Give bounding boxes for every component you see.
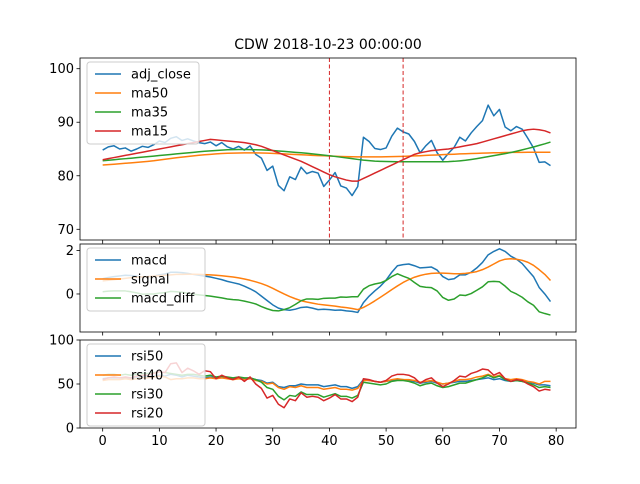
y-tick-label: 2 xyxy=(66,244,74,259)
legend: adj_close ma50 ma35 ma15 xyxy=(86,61,200,145)
axes-frame xyxy=(79,57,577,241)
panel-macd: 0 2 macd signal macd_diff xyxy=(66,243,577,336)
x-tick-label: 60 xyxy=(435,434,452,449)
chart-title: CDW 2018-10-23 00:00:00 xyxy=(234,37,422,53)
y-tick-label: 80 xyxy=(57,169,74,184)
x-tick-label: 70 xyxy=(491,434,508,449)
legend-label-rsi20: rsi20 xyxy=(131,407,163,422)
legend-label-signal: signal xyxy=(131,273,169,288)
legend-label-rsi50: rsi50 xyxy=(131,350,163,365)
x-tick-label: 50 xyxy=(378,434,395,449)
legend: rsi50 rsi40 rsi30 rsi20 xyxy=(86,343,206,427)
y-tick-label: 0 xyxy=(66,287,74,302)
y-tick-label: 50 xyxy=(57,378,74,393)
panel-price: 70 80 90 100 adj_close ma50 ma35 ma15 xyxy=(49,57,577,244)
x-tick-label: 20 xyxy=(208,434,225,449)
x-tick-label: 0 xyxy=(99,434,107,449)
legend-box xyxy=(86,343,206,427)
legend-label-ma15: ma15 xyxy=(131,125,168,140)
legend: macd signal macd_diff xyxy=(86,247,206,312)
series-line-ma15 xyxy=(102,128,551,182)
legend-box xyxy=(86,247,206,312)
y-tick-label: 70 xyxy=(57,223,74,238)
y-tick-label: 0 xyxy=(66,422,74,437)
y-tick-label: 100 xyxy=(49,62,74,77)
legend-box xyxy=(86,61,200,145)
series-line-ma35 xyxy=(102,141,551,163)
x-tick-label: 40 xyxy=(321,434,338,449)
y-tick-label: 90 xyxy=(57,116,74,131)
legend-label-ma50: ma50 xyxy=(131,87,168,102)
y-tick-label: 100 xyxy=(49,334,74,349)
legend-label-ma35: ma35 xyxy=(131,106,168,121)
legend-label-macd: macd xyxy=(131,254,167,269)
legend-label-rsi30: rsi30 xyxy=(131,388,163,403)
axes-frame xyxy=(79,243,577,333)
legend-label-macd_diff: macd_diff xyxy=(131,292,195,307)
x-tick-label: 80 xyxy=(548,434,565,449)
legend-label-rsi40: rsi40 xyxy=(131,369,163,384)
x-tick-label: 10 xyxy=(151,434,168,449)
x-tick-label: 30 xyxy=(264,434,281,449)
legend-label-adj_close: adj_close xyxy=(131,68,191,83)
